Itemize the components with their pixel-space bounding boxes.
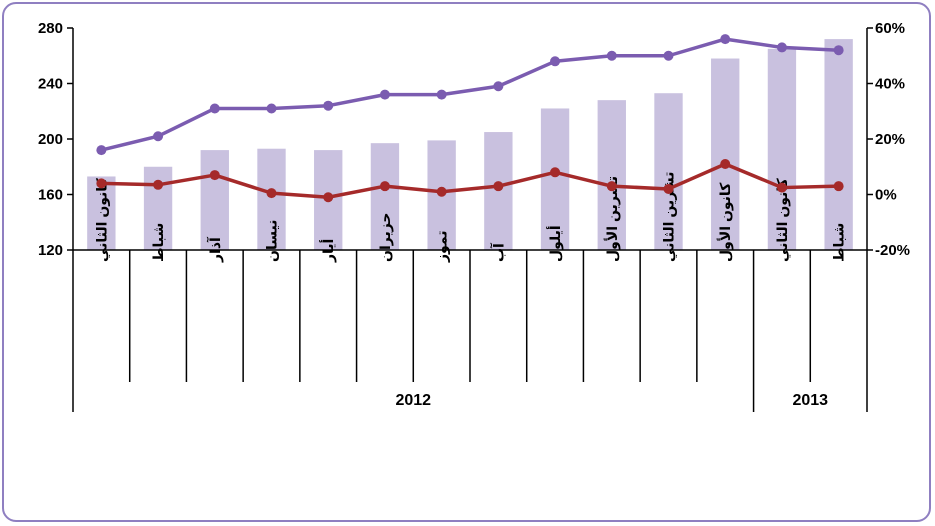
- y-right-tick-label: 60%: [875, 20, 905, 37]
- series-point: [210, 170, 220, 180]
- series-point: [607, 181, 617, 191]
- series-point: [437, 90, 447, 100]
- category-label: نيسان: [264, 220, 280, 262]
- year-label: 2013: [792, 392, 828, 409]
- series-point: [153, 131, 163, 141]
- bar: [201, 150, 229, 250]
- y-right-tick-label: 20%: [875, 131, 905, 148]
- series-point: [323, 192, 333, 202]
- y-right-tick-label: -20%: [875, 242, 910, 259]
- series-point: [834, 181, 844, 191]
- series-point: [437, 187, 447, 197]
- series-point: [607, 51, 617, 61]
- series-point: [96, 145, 106, 155]
- bar: [824, 39, 852, 250]
- series-point: [550, 56, 560, 66]
- year-label: 2012: [395, 392, 431, 409]
- y-right-tick-label: 0%: [875, 187, 897, 204]
- category-label: تموز: [434, 231, 451, 263]
- category-label: أيلول: [546, 225, 564, 262]
- series-point: [550, 167, 560, 177]
- category-label: آب: [489, 242, 506, 262]
- y-right-tick-label: 40%: [875, 76, 905, 93]
- y-left-tick-label: 200: [38, 131, 63, 148]
- series-point: [96, 178, 106, 188]
- category-label: أيار: [319, 239, 336, 263]
- y-left-tick-label: 240: [38, 76, 63, 93]
- series-point: [720, 159, 730, 169]
- series-point: [267, 188, 277, 198]
- series-point: [153, 180, 163, 190]
- series-point: [493, 81, 503, 91]
- category-label: شباط: [150, 223, 166, 262]
- y-left-tick-label: 120: [38, 242, 63, 259]
- series-point: [834, 45, 844, 55]
- series-point: [493, 181, 503, 191]
- series-point: [210, 103, 220, 113]
- series-point: [380, 90, 390, 100]
- series-point: [777, 42, 787, 52]
- series-point: [720, 34, 730, 44]
- series-point: [323, 101, 333, 111]
- series-point: [777, 183, 787, 193]
- category-label: كانون الثاني: [93, 177, 110, 262]
- category-label: حزيران: [377, 212, 394, 262]
- category-label: شباط: [831, 223, 847, 262]
- category-label: كانون الأول: [717, 182, 734, 262]
- series-point: [380, 181, 390, 191]
- y-left-tick-label: 160: [38, 187, 63, 204]
- category-label: آذار: [206, 236, 223, 263]
- series-point: [664, 51, 674, 61]
- series-point: [664, 184, 674, 194]
- y-left-tick-label: 280: [38, 20, 63, 37]
- series-point: [267, 103, 277, 113]
